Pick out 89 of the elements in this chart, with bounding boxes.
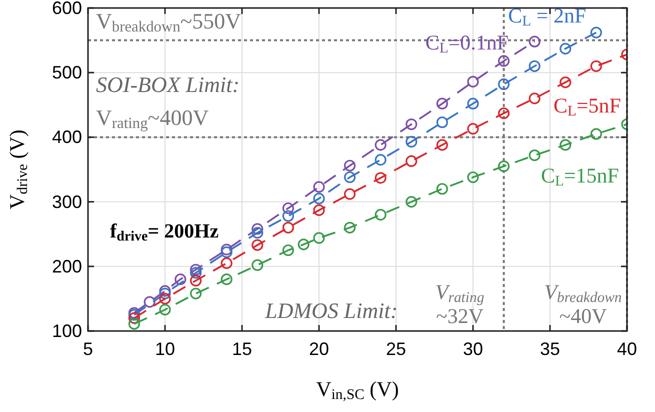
annotation: f$_{drive}$= 200Hz — [110, 220, 219, 244]
ref-line-label: V$_{rating}$ ~32V — [435, 280, 484, 328]
point — [282, 222, 294, 234]
point — [252, 239, 264, 251]
point — [220, 246, 232, 258]
point — [220, 244, 232, 256]
x-tick-label: 5 — [82, 339, 94, 359]
point — [174, 274, 186, 286]
point — [498, 55, 510, 67]
point — [374, 208, 386, 221]
point — [313, 232, 325, 244]
point — [436, 139, 448, 151]
point — [298, 238, 310, 250]
point — [313, 204, 325, 216]
y-tick-label: 500 — [52, 62, 82, 83]
point — [467, 123, 479, 135]
ref-line-label: V$_{breakdown}$ ~40V — [544, 280, 622, 328]
point — [498, 78, 510, 90]
y-tick-label: 400 — [52, 127, 82, 148]
point — [159, 292, 171, 304]
point — [344, 222, 356, 234]
point — [128, 318, 140, 330]
x-tick-label: 20 — [308, 339, 330, 359]
ref-line-label: V$_{breakdown}$~550V — [96, 8, 242, 36]
x-tick-label: 30 — [462, 339, 484, 359]
x-tick-label: 25 — [386, 339, 406, 359]
x-tick-label: 10 — [154, 339, 176, 359]
point — [560, 42, 572, 54]
y-tick-label: 100 — [52, 321, 82, 341]
point — [313, 181, 325, 193]
point — [436, 183, 448, 195]
point — [528, 60, 540, 72]
y-tick-label: 200 — [52, 256, 82, 276]
point — [344, 188, 356, 200]
point — [406, 118, 418, 130]
point — [374, 154, 386, 166]
point — [467, 98, 479, 110]
x-axis-title: V$_{in,SC}$ (V) — [316, 377, 399, 403]
point — [190, 274, 202, 286]
point — [159, 285, 171, 297]
x-tick-label: 15 — [232, 339, 252, 359]
point — [436, 116, 448, 128]
point — [144, 296, 156, 308]
point — [590, 26, 602, 38]
point — [498, 108, 510, 120]
y-tick-label: 300 — [52, 192, 82, 212]
series-label: C$_{L}$=15nF — [540, 163, 619, 189]
point — [190, 288, 202, 300]
point — [220, 274, 232, 286]
point — [406, 196, 418, 208]
point — [528, 36, 540, 48]
point — [406, 155, 418, 167]
point — [436, 98, 448, 110]
point — [406, 136, 418, 148]
point — [159, 304, 171, 316]
point — [313, 192, 325, 204]
series-label: C$_{L}$ = 2nF — [508, 4, 586, 30]
point — [528, 92, 540, 104]
point — [344, 160, 356, 172]
point — [159, 288, 171, 300]
point — [590, 128, 602, 140]
point — [467, 171, 479, 184]
series-label: C$_{L}$=0.1nF — [425, 30, 509, 56]
point — [282, 244, 294, 256]
point — [560, 139, 572, 151]
annotation: LDMOS Limit: — [264, 298, 398, 324]
point — [560, 76, 572, 88]
point — [374, 172, 386, 184]
annotation: SOI-BOX Limit: — [96, 72, 240, 97]
y-tick-label: 600 — [52, 0, 82, 18]
point — [467, 76, 479, 88]
point — [252, 223, 264, 235]
point — [252, 259, 264, 271]
point — [128, 312, 140, 324]
x-tick-label: 35 — [540, 339, 560, 359]
point — [528, 149, 540, 162]
point — [344, 171, 356, 184]
point — [190, 267, 202, 279]
point — [190, 264, 202, 276]
ref-line-label: V$_{rating}$~400V — [96, 105, 209, 132]
series-label: C$_{L}$=5nF — [553, 94, 621, 120]
point — [220, 257, 232, 269]
point — [282, 202, 294, 214]
point — [590, 60, 602, 72]
point — [374, 139, 386, 151]
x-tick-label: 40 — [616, 339, 638, 359]
point — [498, 160, 510, 172]
point — [282, 210, 294, 222]
point — [252, 227, 264, 239]
